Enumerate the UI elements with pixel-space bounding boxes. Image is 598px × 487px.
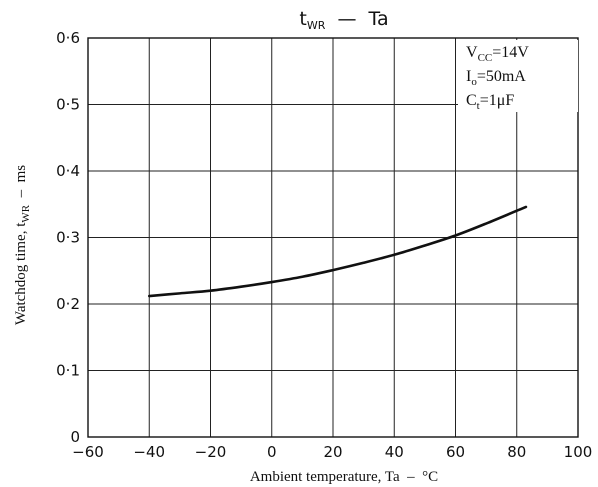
x-tick-label: 100 — [564, 443, 593, 461]
y-tick-labels: 0 0·1 0·2 0·3 0·4 0·5 0·6 — [56, 29, 80, 446]
plot-frame — [87, 37, 579, 438]
y-tick-label: 0·4 — [56, 162, 80, 180]
y-tick-label: 0·3 — [56, 229, 80, 247]
y-axis-label: Watchdog time, tWR – ms — [13, 165, 32, 325]
y-tick-label: 0·1 — [56, 362, 80, 380]
x-tick-label: 0 — [267, 443, 277, 461]
chart-title: tWR — Ta — [299, 8, 388, 32]
y-tick-label: 0·6 — [56, 29, 80, 47]
x-tick-labels: −60 −40 −20 0 20 40 60 80 100 — [72, 443, 592, 461]
y-tick-label: 0·2 — [56, 295, 80, 313]
x-tick-label: −20 — [195, 443, 227, 461]
x-tick-label: −60 — [72, 443, 104, 461]
x-tick-label: 20 — [323, 443, 342, 461]
condition-io: Io=50mA — [466, 68, 526, 88]
series-line-0 — [147, 205, 528, 298]
grid — [87, 37, 579, 438]
y-tick-label: 0·5 — [56, 96, 80, 114]
x-axis-label: Ambient temperature, Ta – °C — [250, 469, 438, 485]
x-tick-label: 80 — [507, 443, 526, 461]
x-tick-label: 60 — [446, 443, 465, 461]
x-tick-label: 40 — [385, 443, 404, 461]
conditions-box: VCC=14V Io=50mA Ct=1μF — [458, 40, 578, 112]
x-tick-label: −40 — [133, 443, 165, 461]
series-layer — [147, 205, 528, 298]
condition-vcc: VCC=14V — [466, 44, 529, 64]
y-tick-label: 0 — [70, 428, 80, 446]
conditions-background — [458, 40, 578, 112]
condition-ct: Ct=1μF — [466, 92, 514, 112]
